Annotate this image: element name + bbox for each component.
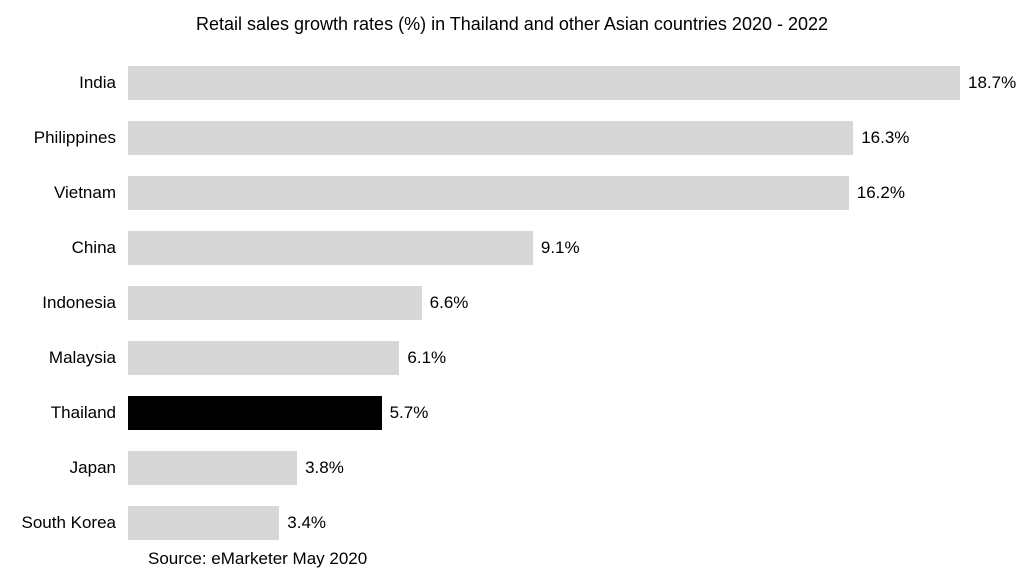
bar-row: India18.7% [0, 62, 1024, 104]
bar-value: 6.1% [399, 348, 446, 368]
bar-value: 3.8% [297, 458, 344, 478]
bar-row: Philippines16.3% [0, 117, 1024, 159]
bar-label: Japan [0, 458, 128, 478]
bar-row: Indonesia6.6% [0, 282, 1024, 324]
bar-fill [128, 66, 960, 100]
bar-row: Malaysia6.1% [0, 337, 1024, 379]
bar-value: 16.2% [849, 183, 905, 203]
bar-track: 9.1% [128, 231, 533, 265]
bar-label: China [0, 238, 128, 258]
bar-value: 9.1% [533, 238, 580, 258]
bar-value: 16.3% [853, 128, 909, 148]
bar-label: South Korea [0, 513, 128, 533]
bar-track: 18.7% [128, 66, 960, 100]
bars-area: India18.7%Philippines16.3%Vietnam16.2%Ch… [0, 62, 1024, 557]
bar-track: 5.7% [128, 396, 382, 430]
bar-row: Vietnam16.2% [0, 172, 1024, 214]
bar-track: 16.2% [128, 176, 849, 210]
bar-value: 6.6% [422, 293, 469, 313]
bar-track: 6.1% [128, 341, 399, 375]
bar-fill [128, 341, 399, 375]
bar-track: 6.6% [128, 286, 422, 320]
bar-row: South Korea3.4% [0, 502, 1024, 544]
bar-value: 18.7% [960, 73, 1016, 93]
bar-value: 3.4% [279, 513, 326, 533]
bar-row: Thailand5.7% [0, 392, 1024, 434]
bar-track: 3.8% [128, 451, 297, 485]
bar-track: 3.4% [128, 506, 279, 540]
bar-fill [128, 451, 297, 485]
bar-label: Thailand [0, 403, 128, 423]
source-note: Source: eMarketer May 2020 [148, 549, 367, 569]
bar-fill [128, 176, 849, 210]
bar-fill [128, 286, 422, 320]
bar-fill [128, 506, 279, 540]
bar-label: Philippines [0, 128, 128, 148]
chart-title: Retail sales growth rates (%) in Thailan… [0, 14, 1024, 35]
bar-label: Vietnam [0, 183, 128, 203]
bar-label: Indonesia [0, 293, 128, 313]
bar-row: China9.1% [0, 227, 1024, 269]
bar-value: 5.7% [382, 403, 429, 423]
bar-label: India [0, 73, 128, 93]
chart-container: Retail sales growth rates (%) in Thailan… [0, 0, 1024, 579]
bar-label: Malaysia [0, 348, 128, 368]
bar-fill-highlight [128, 396, 382, 430]
bar-fill [128, 121, 853, 155]
bar-row: Japan3.8% [0, 447, 1024, 489]
bar-track: 16.3% [128, 121, 853, 155]
bar-fill [128, 231, 533, 265]
